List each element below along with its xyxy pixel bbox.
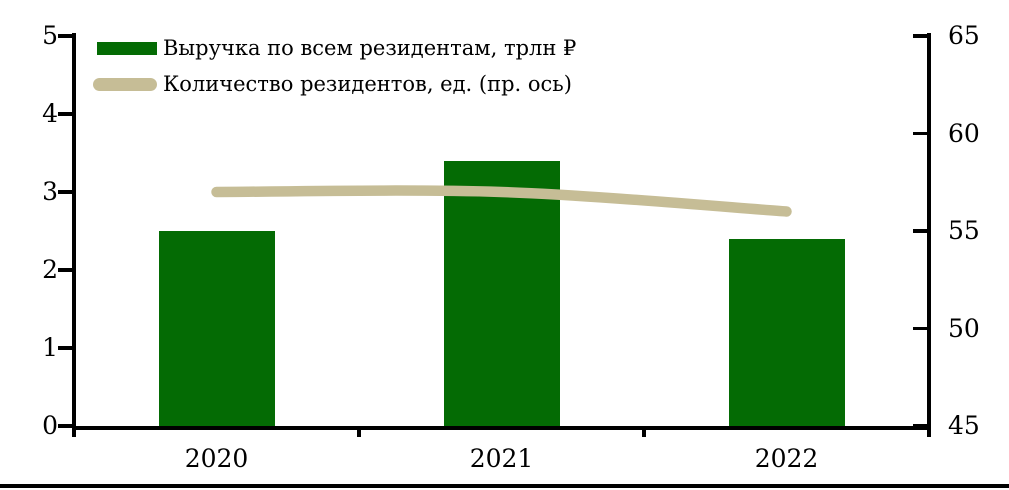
legend-label-residents: Количество резидентов, ед. (пр. ось) [163, 72, 572, 96]
left-axis-tick-label: 0 [42, 411, 58, 440]
right-axis-tick [913, 34, 927, 38]
legend: Выручка по всем резидентам, трлн ₽ Колич… [93, 36, 576, 108]
left-axis-line [72, 33, 76, 437]
right-axis-tick-label: 65 [948, 21, 980, 50]
x-axis-label-2020: 2020 [184, 444, 249, 473]
right-axis-tick [913, 229, 927, 233]
legend-bar-swatch [97, 41, 157, 55]
left-axis-tick [58, 34, 72, 38]
x-axis-label-2022: 2022 [754, 444, 819, 473]
x-axis-tick [642, 430, 646, 437]
bar-2022 [728, 238, 845, 426]
right-axis-tick [913, 131, 927, 136]
x-axis-tick [72, 430, 76, 437]
right-axis-tick-label: 60 [948, 118, 980, 148]
x-axis-tick [927, 430, 931, 437]
right-axis-tick-label: 55 [948, 216, 980, 245]
left-axis-tick-label: 5 [42, 21, 58, 50]
legend-item-residents: Количество резидентов, ед. (пр. ось) [93, 72, 576, 96]
left-axis-tick [58, 112, 72, 116]
legend-line-swatch [93, 77, 157, 91]
left-axis-tick [58, 346, 72, 350]
right-axis-tick [913, 326, 927, 331]
legend-item-revenue: Выручка по всем резидентам, трлн ₽ [93, 36, 576, 60]
left-axis-tick-label: 4 [42, 99, 58, 128]
x-axis-line [72, 426, 931, 430]
left-axis-tick [58, 190, 72, 194]
left-axis-tick-label: 3 [42, 177, 58, 206]
left-axis-tick [58, 268, 72, 272]
right-axis-line [927, 33, 931, 437]
bottom-border-line [0, 484, 1009, 488]
bar-2020 [158, 231, 275, 426]
x-axis-label-2021: 2021 [469, 444, 534, 473]
left-axis-tick-label: 2 [42, 255, 58, 284]
right-axis-tick-label: 45 [948, 411, 980, 440]
right-axis-tick [913, 424, 927, 428]
bar-2021 [443, 160, 560, 426]
x-axis-tick [357, 430, 361, 437]
left-axis-tick [58, 424, 72, 428]
legend-label-revenue: Выручка по всем резидентам, трлн ₽ [163, 36, 577, 60]
left-axis-tick-label: 1 [42, 333, 58, 362]
right-axis-tick-label: 50 [948, 313, 980, 343]
